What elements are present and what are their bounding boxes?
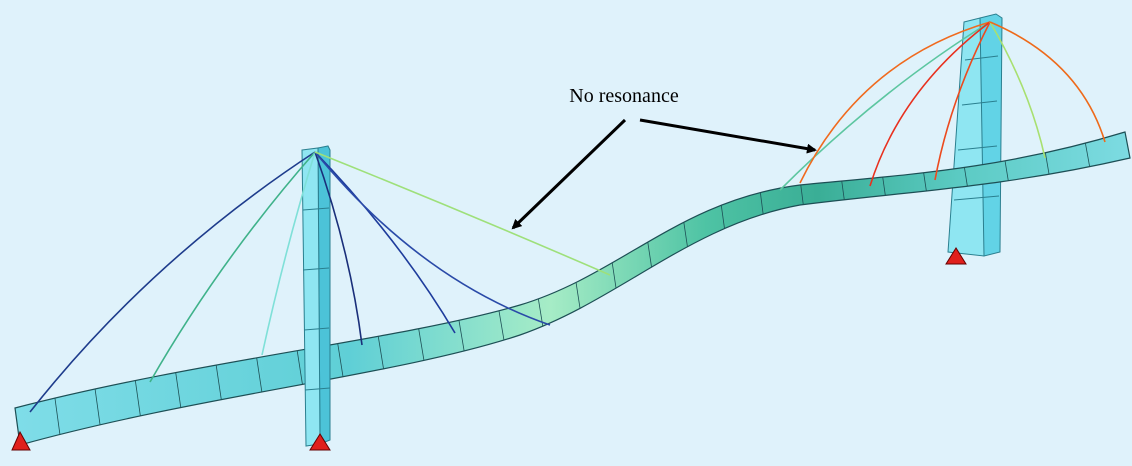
- deck-segment-line: [418, 328, 425, 361]
- deck-segment-line: [611, 262, 617, 289]
- deck-segment-line: [800, 184, 804, 205]
- deck-segment-line: [923, 172, 927, 192]
- deck-segment-line: [759, 192, 764, 215]
- deck-segment-line: [215, 364, 222, 400]
- deck-segment-line: [575, 282, 581, 309]
- deck-segments: [54, 143, 1091, 435]
- deck-segment-line: [296, 350, 303, 385]
- deck-segment-line: [377, 336, 384, 369]
- cables: [29, 21, 1106, 413]
- annotation-label: No resonance: [569, 85, 679, 107]
- right-tower: [947, 13, 1003, 257]
- deck: [14, 131, 1131, 446]
- deck-segment-line: [683, 222, 688, 247]
- deck-segment-line: [134, 380, 141, 416]
- deck-segment-line: [964, 167, 968, 187]
- deck-segment-line: [94, 388, 101, 425]
- deck-segment-line: [54, 398, 61, 435]
- deck-segment-line: [175, 372, 182, 408]
- annotation-arrows: [511, 118, 817, 230]
- deck-segment-line: [841, 180, 845, 200]
- deck-segment-line: [882, 177, 886, 196]
- deck-segment-line: [1085, 143, 1091, 167]
- deck-segment-line: [1045, 152, 1050, 175]
- deck-segment-line: [720, 205, 725, 229]
- deck-segment-line: [337, 343, 344, 377]
- deck-segment-line: [647, 242, 652, 268]
- left-tower: [301, 145, 331, 447]
- deck-segment-line: [256, 357, 263, 393]
- deck-segment-line: [498, 310, 505, 341]
- supports: [11, 247, 967, 451]
- deck-segment-line: [458, 320, 465, 352]
- deck-segment-line: [1004, 160, 1009, 181]
